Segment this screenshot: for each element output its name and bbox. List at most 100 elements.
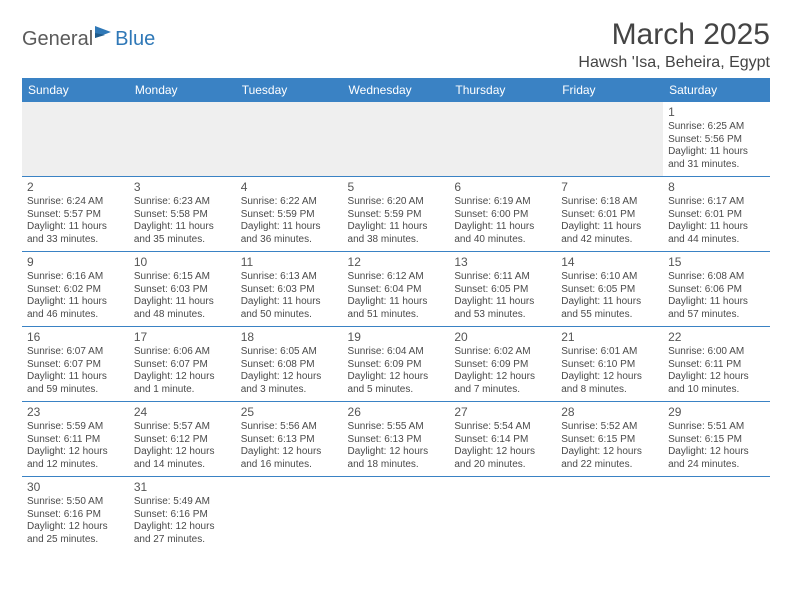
day-info: Sunrise: 6:16 AM Sunset: 6:02 PM Dayligh… — [27, 271, 124, 321]
location-text: Hawsh 'Isa, Beheira, Egypt — [578, 54, 770, 72]
day-number: 16 — [27, 330, 124, 345]
calendar-day: 22Sunrise: 6:00 AM Sunset: 6:11 PM Dayli… — [663, 327, 770, 402]
calendar-day: 9Sunrise: 6:16 AM Sunset: 6:02 PM Daylig… — [22, 252, 129, 327]
calendar-empty — [343, 102, 450, 177]
day-info: Sunrise: 6:20 AM Sunset: 5:59 PM Dayligh… — [348, 196, 445, 246]
day-number: 8 — [668, 180, 765, 195]
day-info: Sunrise: 6:24 AM Sunset: 5:57 PM Dayligh… — [27, 196, 124, 246]
day-header: Wednesday — [343, 78, 450, 102]
day-number: 20 — [454, 330, 551, 345]
day-info: Sunrise: 6:23 AM Sunset: 5:58 PM Dayligh… — [134, 196, 231, 246]
day-info: Sunrise: 6:06 AM Sunset: 6:07 PM Dayligh… — [134, 346, 231, 396]
month-title: March 2025 — [578, 18, 770, 52]
calendar-week: 1Sunrise: 6:25 AM Sunset: 5:56 PM Daylig… — [22, 102, 770, 177]
day-number: 29 — [668, 405, 765, 420]
calendar-empty — [236, 477, 343, 552]
day-header: Sunday — [22, 78, 129, 102]
day-number: 10 — [134, 255, 231, 270]
calendar-day: 16Sunrise: 6:07 AM Sunset: 6:07 PM Dayli… — [22, 327, 129, 402]
day-number: 2 — [27, 180, 124, 195]
logo: General Blue — [22, 24, 155, 55]
day-info: Sunrise: 6:07 AM Sunset: 6:07 PM Dayligh… — [27, 346, 124, 396]
day-info: Sunrise: 6:05 AM Sunset: 6:08 PM Dayligh… — [241, 346, 338, 396]
day-header: Saturday — [663, 78, 770, 102]
day-number: 24 — [134, 405, 231, 420]
calendar-empty — [129, 102, 236, 177]
header: General Blue March 2025 Hawsh 'Isa, Behe… — [22, 18, 770, 72]
calendar-day: 21Sunrise: 6:01 AM Sunset: 6:10 PM Dayli… — [556, 327, 663, 402]
calendar-day: 10Sunrise: 6:15 AM Sunset: 6:03 PM Dayli… — [129, 252, 236, 327]
calendar-day: 23Sunrise: 5:59 AM Sunset: 6:11 PM Dayli… — [22, 402, 129, 477]
day-info: Sunrise: 5:52 AM Sunset: 6:15 PM Dayligh… — [561, 421, 658, 471]
calendar-empty — [449, 477, 556, 552]
day-number: 22 — [668, 330, 765, 345]
calendar-week: 23Sunrise: 5:59 AM Sunset: 6:11 PM Dayli… — [22, 402, 770, 477]
day-info: Sunrise: 6:19 AM Sunset: 6:00 PM Dayligh… — [454, 196, 551, 246]
day-number: 12 — [348, 255, 445, 270]
day-info: Sunrise: 5:56 AM Sunset: 6:13 PM Dayligh… — [241, 421, 338, 471]
day-number: 6 — [454, 180, 551, 195]
day-number: 23 — [27, 405, 124, 420]
day-number: 14 — [561, 255, 658, 270]
day-number: 13 — [454, 255, 551, 270]
calendar-day: 29Sunrise: 5:51 AM Sunset: 6:15 PM Dayli… — [663, 402, 770, 477]
calendar-week: 9Sunrise: 6:16 AM Sunset: 6:02 PM Daylig… — [22, 252, 770, 327]
calendar-empty — [22, 102, 129, 177]
day-info: Sunrise: 6:10 AM Sunset: 6:05 PM Dayligh… — [561, 271, 658, 321]
day-info: Sunrise: 6:02 AM Sunset: 6:09 PM Dayligh… — [454, 346, 551, 396]
calendar-day: 27Sunrise: 5:54 AM Sunset: 6:14 PM Dayli… — [449, 402, 556, 477]
day-number: 25 — [241, 405, 338, 420]
calendar-day: 25Sunrise: 5:56 AM Sunset: 6:13 PM Dayli… — [236, 402, 343, 477]
calendar-day: 13Sunrise: 6:11 AM Sunset: 6:05 PM Dayli… — [449, 252, 556, 327]
day-info: Sunrise: 6:22 AM Sunset: 5:59 PM Dayligh… — [241, 196, 338, 246]
calendar-day: 12Sunrise: 6:12 AM Sunset: 6:04 PM Dayli… — [343, 252, 450, 327]
day-info: Sunrise: 5:49 AM Sunset: 6:16 PM Dayligh… — [134, 496, 231, 546]
calendar-day: 15Sunrise: 6:08 AM Sunset: 6:06 PM Dayli… — [663, 252, 770, 327]
calendar-day: 3Sunrise: 6:23 AM Sunset: 5:58 PM Daylig… — [129, 177, 236, 252]
day-number: 31 — [134, 480, 231, 495]
day-header: Friday — [556, 78, 663, 102]
day-info: Sunrise: 6:25 AM Sunset: 5:56 PM Dayligh… — [668, 121, 765, 171]
calendar-day: 20Sunrise: 6:02 AM Sunset: 6:09 PM Dayli… — [449, 327, 556, 402]
day-info: Sunrise: 6:08 AM Sunset: 6:06 PM Dayligh… — [668, 271, 765, 321]
day-number: 26 — [348, 405, 445, 420]
day-header: Tuesday — [236, 78, 343, 102]
calendar-week: 16Sunrise: 6:07 AM Sunset: 6:07 PM Dayli… — [22, 327, 770, 402]
logo-flag-icon — [95, 24, 115, 45]
day-number: 9 — [27, 255, 124, 270]
day-info: Sunrise: 5:51 AM Sunset: 6:15 PM Dayligh… — [668, 421, 765, 471]
day-number: 19 — [348, 330, 445, 345]
calendar-day: 26Sunrise: 5:55 AM Sunset: 6:13 PM Dayli… — [343, 402, 450, 477]
calendar-day: 4Sunrise: 6:22 AM Sunset: 5:59 PM Daylig… — [236, 177, 343, 252]
calendar-day: 2Sunrise: 6:24 AM Sunset: 5:57 PM Daylig… — [22, 177, 129, 252]
calendar-empty — [343, 477, 450, 552]
calendar-empty — [449, 102, 556, 177]
calendar-day: 17Sunrise: 6:06 AM Sunset: 6:07 PM Dayli… — [129, 327, 236, 402]
day-info: Sunrise: 6:15 AM Sunset: 6:03 PM Dayligh… — [134, 271, 231, 321]
day-info: Sunrise: 6:13 AM Sunset: 6:03 PM Dayligh… — [241, 271, 338, 321]
day-number: 28 — [561, 405, 658, 420]
calendar-day: 19Sunrise: 6:04 AM Sunset: 6:09 PM Dayli… — [343, 327, 450, 402]
day-header: Thursday — [449, 78, 556, 102]
title-block: March 2025 Hawsh 'Isa, Beheira, Egypt — [578, 18, 770, 72]
day-header-row: SundayMondayTuesdayWednesdayThursdayFrid… — [22, 78, 770, 102]
calendar-day: 5Sunrise: 6:20 AM Sunset: 5:59 PM Daylig… — [343, 177, 450, 252]
day-info: Sunrise: 6:12 AM Sunset: 6:04 PM Dayligh… — [348, 271, 445, 321]
day-number: 15 — [668, 255, 765, 270]
day-number: 1 — [668, 105, 765, 120]
calendar-day: 18Sunrise: 6:05 AM Sunset: 6:08 PM Dayli… — [236, 327, 343, 402]
day-info: Sunrise: 6:11 AM Sunset: 6:05 PM Dayligh… — [454, 271, 551, 321]
calendar-week: 2Sunrise: 6:24 AM Sunset: 5:57 PM Daylig… — [22, 177, 770, 252]
calendar-empty — [556, 477, 663, 552]
day-info: Sunrise: 6:00 AM Sunset: 6:11 PM Dayligh… — [668, 346, 765, 396]
calendar-day: 14Sunrise: 6:10 AM Sunset: 6:05 PM Dayli… — [556, 252, 663, 327]
day-number: 30 — [27, 480, 124, 495]
day-number: 4 — [241, 180, 338, 195]
day-info: Sunrise: 5:50 AM Sunset: 6:16 PM Dayligh… — [27, 496, 124, 546]
day-info: Sunrise: 5:54 AM Sunset: 6:14 PM Dayligh… — [454, 421, 551, 471]
day-info: Sunrise: 5:59 AM Sunset: 6:11 PM Dayligh… — [27, 421, 124, 471]
day-number: 5 — [348, 180, 445, 195]
logo-text-general: General — [22, 28, 93, 51]
calendar-table: SundayMondayTuesdayWednesdayThursdayFrid… — [22, 78, 770, 551]
day-info: Sunrise: 6:04 AM Sunset: 6:09 PM Dayligh… — [348, 346, 445, 396]
